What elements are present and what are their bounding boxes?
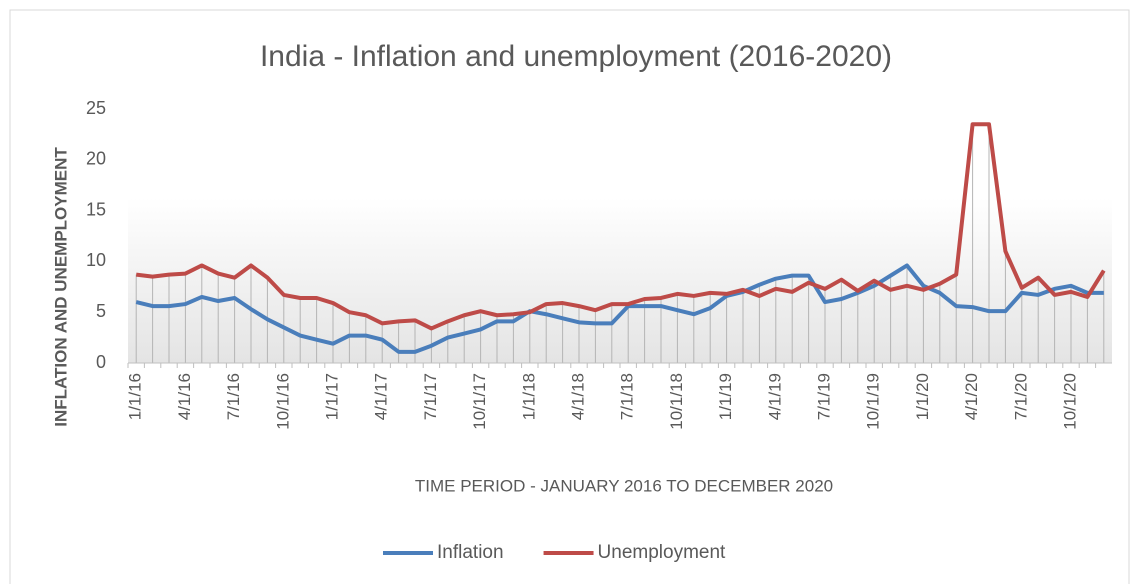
x-tick-label: 1/1/18 (519, 373, 538, 420)
chart-frame (9, 9, 1130, 584)
x-tick-label: 10/1/17 (470, 373, 489, 430)
legend-label: Unemployment (598, 542, 726, 563)
x-tick-label: 7/1/20 (1011, 373, 1030, 420)
x-tick-label: 1/1/16 (126, 373, 145, 420)
x-tick-label: 7/1/18 (618, 373, 637, 420)
series-line (135, 122, 1106, 331)
x-tick-label: 4/1/16 (175, 373, 194, 420)
x-tick-label: 1/1/17 (322, 373, 341, 420)
x-tick-label: 4/1/19 (765, 373, 784, 420)
x-tick-label: 10/1/19 (864, 373, 883, 430)
y-tick-label: 10 (86, 250, 106, 270)
y-tick-label: 25 (86, 98, 106, 118)
x-tick-label: 10/1/20 (1060, 373, 1079, 430)
x-tick-label: 10/1/18 (667, 373, 686, 430)
y-tick-label: 20 (86, 149, 106, 169)
y-axis-title: INFLATION AND UNEMPLOYMENT (51, 147, 70, 427)
y-tick-label: 15 (86, 199, 106, 219)
y-tick-label: 0 (96, 352, 106, 372)
plot-background (128, 109, 1112, 363)
x-tick-label: 1/1/19 (716, 373, 735, 420)
legend-label: Inflation (437, 542, 504, 563)
x-axis-title: TIME PERIOD - JANUARY 2016 TO DECEMBER 2… (415, 476, 833, 495)
x-tick-label: 1/1/20 (913, 373, 932, 420)
y-tick-label: 5 (96, 301, 106, 321)
chart-title: India - Inflation and unemployment (2016… (260, 40, 892, 73)
x-tick-label: 7/1/19 (814, 373, 833, 420)
x-tick-label: 7/1/16 (224, 373, 243, 420)
x-tick-label: 10/1/16 (273, 373, 292, 430)
series-line (135, 263, 1104, 354)
x-tick-label: 4/1/17 (372, 373, 391, 420)
x-tick-label: 4/1/18 (568, 373, 587, 420)
x-tick-label: 4/1/20 (962, 373, 981, 420)
x-tick-label: 7/1/17 (421, 373, 440, 420)
